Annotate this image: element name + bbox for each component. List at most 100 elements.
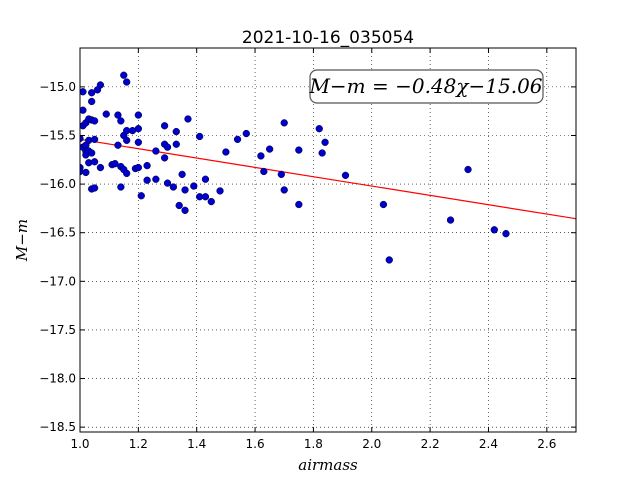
data-point xyxy=(233,135,242,144)
data-point xyxy=(277,170,285,179)
data-point xyxy=(143,161,151,170)
data-point xyxy=(280,186,288,194)
data-points xyxy=(80,71,510,264)
data-point xyxy=(82,168,90,177)
data-point xyxy=(160,122,169,130)
x-tick-label: 1.6 xyxy=(246,437,265,451)
y-tick-label: −16.0 xyxy=(39,177,76,191)
equation-box-frame xyxy=(309,69,544,104)
fit-line-layer xyxy=(80,138,576,220)
x-tick-label: 2.4 xyxy=(479,437,498,451)
data-point xyxy=(257,152,265,160)
x-tick-label: 1.8 xyxy=(304,437,323,451)
y-tick-label: −18.5 xyxy=(39,420,76,434)
data-point xyxy=(341,171,350,180)
data-point xyxy=(184,115,192,123)
y-tick-label: −16.5 xyxy=(39,226,76,240)
data-point xyxy=(242,129,250,138)
y-tick-label: −18.0 xyxy=(39,372,76,386)
data-point xyxy=(96,163,105,172)
data-point xyxy=(88,89,96,97)
data-point xyxy=(175,201,183,210)
data-point xyxy=(315,125,323,133)
data-point xyxy=(88,97,96,106)
data-point xyxy=(446,216,455,224)
data-point xyxy=(379,200,388,209)
data-point xyxy=(295,200,303,209)
data-point xyxy=(207,197,215,206)
data-point xyxy=(464,165,472,174)
data-point xyxy=(80,134,84,143)
data-point xyxy=(123,136,131,145)
y-axis-label: M−m xyxy=(13,219,31,262)
data-point xyxy=(123,169,131,178)
x-tick-label: 2.2 xyxy=(421,437,440,451)
data-point xyxy=(295,146,303,154)
data-point xyxy=(163,179,172,187)
data-point xyxy=(318,149,326,157)
data-point xyxy=(260,167,268,176)
data-point xyxy=(163,143,172,151)
fit-equation-box: M−m = −0.48χ−15.06 xyxy=(308,69,544,104)
data-point xyxy=(490,226,498,234)
data-point xyxy=(120,71,128,79)
chart-title: 2021-10-16_035054 xyxy=(242,28,414,48)
data-point xyxy=(216,187,224,195)
data-point xyxy=(114,141,122,149)
data-point xyxy=(181,206,189,214)
data-point xyxy=(134,111,143,119)
data-point xyxy=(222,148,230,156)
data-point xyxy=(134,125,143,133)
data-point xyxy=(134,163,143,172)
data-point xyxy=(96,81,105,89)
data-point xyxy=(280,119,288,127)
y-tick-label: −15.5 xyxy=(39,128,76,142)
data-point xyxy=(134,138,143,146)
x-tick-label: 1.2 xyxy=(129,437,148,451)
data-point xyxy=(201,175,210,183)
y-tick-label: −17.5 xyxy=(39,323,76,337)
data-point xyxy=(114,111,122,119)
x-axis-label: airmass xyxy=(298,456,358,474)
plot-frame xyxy=(79,47,577,433)
data-point xyxy=(201,193,210,201)
x-tick-label: 2.0 xyxy=(362,437,381,451)
x-tick-label: 1.0 xyxy=(70,437,89,451)
y-tick-label: −15.0 xyxy=(39,80,76,94)
data-point xyxy=(123,78,131,86)
fit-equation: M−m = −0.48χ−15.06 xyxy=(308,74,542,98)
data-point xyxy=(169,183,178,191)
data-point xyxy=(181,186,189,194)
data-point xyxy=(111,160,119,168)
data-point xyxy=(152,175,160,183)
data-point xyxy=(265,145,274,153)
data-point xyxy=(137,192,145,200)
data-point xyxy=(80,106,87,114)
data-point xyxy=(80,88,87,96)
y-tick-label: −17.0 xyxy=(39,274,76,288)
data-point xyxy=(195,132,204,141)
x-tick-label: 2.6 xyxy=(537,437,556,451)
plot-area xyxy=(80,48,576,432)
x-tick-label: 1.4 xyxy=(187,437,206,451)
data-point xyxy=(190,182,198,190)
data-point xyxy=(88,149,96,157)
data-point xyxy=(90,117,99,125)
fit-line xyxy=(80,138,576,220)
data-point xyxy=(143,176,151,184)
data-point xyxy=(152,147,160,155)
data-point xyxy=(502,230,510,238)
data-point xyxy=(117,183,125,191)
data-point xyxy=(117,117,125,125)
data-point xyxy=(178,170,186,179)
data-point xyxy=(172,127,180,136)
data-point xyxy=(90,158,99,166)
data-point xyxy=(172,140,180,148)
data-point xyxy=(90,135,99,144)
data-point xyxy=(385,256,393,264)
data-point xyxy=(102,110,110,118)
data-point xyxy=(321,138,329,146)
data-point xyxy=(160,154,169,162)
data-point xyxy=(90,184,99,192)
